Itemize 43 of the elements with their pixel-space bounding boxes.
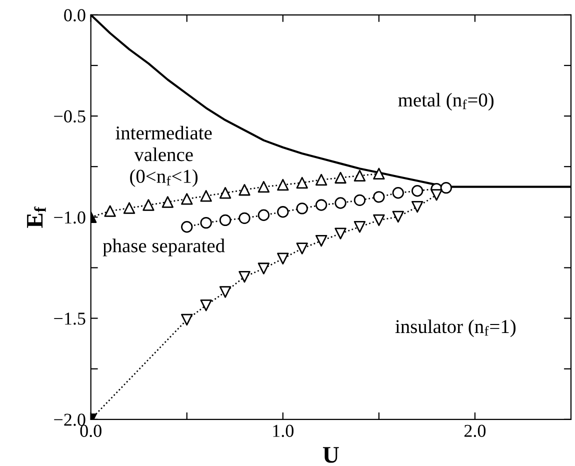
point: [334, 228, 346, 240]
point: [200, 299, 212, 312]
point: [392, 210, 404, 223]
point: [162, 196, 174, 208]
x-axis-title: U: [322, 447, 339, 463]
annotation: insulator (n$_{f}$=1): [395, 319, 516, 338]
point: [315, 174, 328, 186]
point: [334, 172, 346, 184]
point: [430, 189, 442, 201]
y-tick-label: 0.0: [64, 9, 86, 22]
point: [219, 187, 232, 199]
point: [258, 262, 270, 274]
point: [238, 184, 250, 196]
point: [411, 200, 424, 213]
point: [142, 199, 154, 211]
point: [181, 314, 193, 326]
point: [181, 193, 193, 205]
point: [200, 190, 212, 202]
point: [219, 286, 232, 298]
point: [296, 176, 308, 189]
point: [354, 221, 366, 233]
y-axis-title: E$_{f}$: [27, 206, 46, 228]
point: [373, 214, 385, 226]
x-tick-label: 1.0: [273, 424, 294, 438]
y-tick-label: −0.5: [54, 110, 86, 123]
annotation: phase separated: [102, 238, 225, 256]
y-tick-label: −1.5: [54, 312, 86, 325]
y-tick-label: −1.0: [54, 211, 86, 224]
y-tick-label: −2.0: [54, 414, 86, 426]
point: [354, 170, 366, 182]
point: [373, 168, 385, 180]
point: [315, 234, 328, 247]
point: [123, 202, 136, 214]
point: [258, 180, 270, 193]
point: [238, 270, 250, 283]
point: [104, 205, 116, 217]
annotation: metal (n$_{f}$=0): [398, 92, 494, 111]
annotation: intermediate valence (0<n$_{f}$<1): [116, 126, 212, 187]
point: [277, 178, 289, 191]
point: [277, 252, 289, 264]
point: [296, 242, 308, 254]
x-tick-label: 0.0: [80, 424, 102, 438]
x-tick-label: 2.0: [464, 424, 486, 438]
